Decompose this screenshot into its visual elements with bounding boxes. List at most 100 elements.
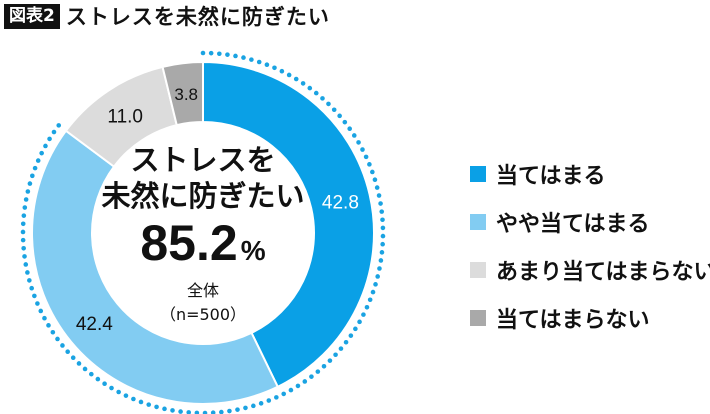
highlight-dot [109,385,114,391]
legend-item-somewhat: やや当てはまる [470,198,710,246]
center-sample: （n=500） [160,305,246,324]
legend-swatch-somewhat [470,214,486,230]
highlight-dot [361,312,366,317]
highlight-dot [219,409,224,414]
highlight-dot [76,361,82,366]
slice-somewhat [31,129,280,405]
slice-label-not-much: 11.0 [107,106,143,127]
highlight-dot [380,225,386,231]
legend-label: あまり当てはまらない [496,260,710,285]
donut-slices [31,60,375,405]
highlight-dot [202,410,208,414]
highlight-dot [32,293,37,299]
highlight-dot [29,285,34,291]
highlight-dot [321,363,327,369]
highlight-dot [30,173,35,179]
slice-label-apply: 42.8 [322,192,359,213]
slice-labels: 42.8 42.4 11.0 3.8 [76,85,359,335]
highlight-dot [116,389,121,395]
highlight-dot [235,407,240,412]
highlight-dot [272,65,277,71]
highlight-dot [342,119,348,125]
highlight-dot [331,107,337,113]
highlight-dot [300,81,306,86]
highlight-dot [379,250,385,255]
highlight-dot [256,59,262,65]
highlight-dot [378,258,384,263]
highlight-dot [374,185,380,190]
highlight-dot [25,270,30,275]
figure-label: 図表2 [4,4,60,29]
highlight-dot [380,233,386,239]
highlight-dot [295,383,301,389]
highlight-dot [25,189,31,194]
highlight-dot [258,401,264,406]
highlight-dots [20,50,386,414]
highlight-dot [27,278,32,283]
highlight-dot [313,90,319,96]
highlight-dot [338,346,344,351]
highlight-dot [138,399,144,405]
center-unit: % [241,235,266,266]
highlight-dot [302,379,308,384]
highlight-dot [367,297,373,303]
highlight-dot [293,76,299,82]
legend-swatch-not-apply [470,310,486,326]
highlight-dot [241,55,246,60]
highlight-dot [320,96,325,101]
highlight-dot [337,113,342,119]
chart-title-row: 図表2 ストレスを未然に防ぎたい [4,4,330,29]
highlight-dot [178,409,183,414]
highlight-dot [22,254,27,259]
legend-swatch-not-much [470,262,486,278]
legend-label: 当てはまる [496,164,606,189]
legend: 当てはまる やや当てはまる あまり当てはまらない 当てはまらない [470,150,710,342]
slice-not-apply [161,60,204,127]
highlight-dot [326,101,331,107]
highlight-dot [50,329,56,335]
highlight-dot [307,85,313,91]
highlight-dot [333,352,338,358]
center-value: 85.2 [140,215,237,271]
highlight-dot [249,57,254,62]
highlight-dot [378,201,383,206]
highlight-dot [56,123,62,128]
highlight-dot [162,406,167,412]
highlight-dot [39,150,44,156]
center-group: 全体 [187,281,219,300]
highlight-dot [46,323,51,328]
highlight-dot [38,308,44,314]
legend-label: やや当てはまる [496,212,650,237]
highlight-dot [347,126,352,131]
center-text-line2: 未然に防ぎたい [101,179,304,213]
highlight-dot [274,395,279,400]
highlight-dot [364,304,370,310]
highlight-dot [65,349,70,355]
highlight-dot [343,339,349,345]
highlight-dot [35,301,40,306]
highlight-dot [281,391,287,397]
highlight-dot [51,129,57,135]
highlight-dot [217,51,222,57]
highlight-dot [23,197,29,202]
highlight-dot [123,393,129,398]
highlight-dot [23,262,29,267]
highlight-dot [21,245,26,251]
highlight-dot [186,410,192,414]
highlight-dot [21,213,27,218]
highlight-dot [95,376,101,382]
highlight-dot [372,177,378,183]
highlight-dot [70,355,76,361]
highlight-dot [47,136,52,142]
highlight-dot [363,154,369,160]
highlight-dot [370,289,376,295]
highlight-dot [89,371,94,377]
highlight-dot [251,403,256,409]
highlight-dot [327,358,333,363]
highlight-dot [146,402,152,407]
legend-label: 当てはまらない [496,308,650,333]
highlight-dot [367,162,372,167]
highlight-dot [266,398,272,403]
highlight-dot [380,241,385,247]
highlight-dot [225,52,230,57]
